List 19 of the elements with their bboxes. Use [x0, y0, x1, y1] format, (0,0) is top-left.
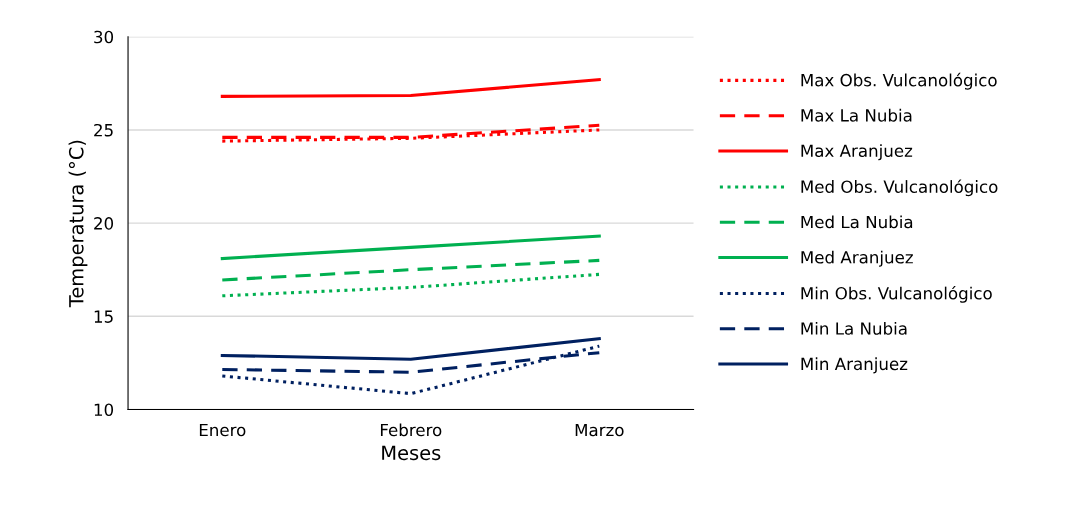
legend-label: Min La Nubia: [801, 321, 907, 335]
x-tick-label: Marzo: [575, 423, 624, 437]
y-axis-title: Temperatura (°C): [68, 140, 88, 308]
y-tick-label: 25: [94, 123, 113, 137]
legend-label: Min Obs. Vulcanológico: [801, 285, 992, 303]
legend-label: Med Obs. Vulcanológico: [801, 179, 998, 197]
x-tick-label: Febrero: [380, 423, 442, 437]
legend-label: Min Aranjuez: [801, 357, 908, 374]
legend-label: Max Obs. Vulcanológico: [801, 72, 997, 90]
legend-label: Max Aranjuez: [801, 144, 913, 161]
x-axis-title: Meses: [382, 445, 441, 461]
x-tick-label: Enero: [199, 423, 246, 437]
legend-label: Med La Nubia: [801, 215, 913, 229]
y-tick-label: 10: [94, 403, 114, 417]
y-tick-label: 30: [94, 30, 114, 44]
legend-label: Max La Nubia: [801, 108, 912, 122]
y-tick-label: 15: [94, 310, 113, 323]
y-tick-label: 20: [94, 217, 114, 230]
legend-label: Med Aranjuez: [801, 250, 913, 267]
